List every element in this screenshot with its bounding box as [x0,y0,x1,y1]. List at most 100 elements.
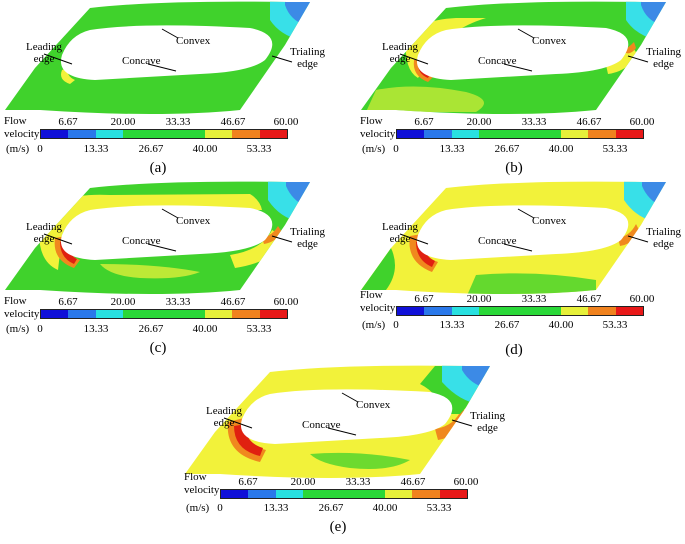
colorbar-segment [95,130,123,138]
legend-tick-bottom: 26.67 [138,323,164,335]
legend-tick-bottom: 26.67 [494,143,520,155]
concave-label: Concave [302,419,341,431]
colorbar-segment [588,307,616,315]
colorbar-segment [204,130,233,138]
panel-caption: (d) [505,342,523,358]
legend-tick-top: 33.33 [165,116,191,128]
legend-tick-top: 60.00 [273,116,299,128]
colorbar-segment [533,307,561,315]
colorbar-segment [68,310,96,318]
legend-tick-top: 20.00 [290,476,316,488]
colorbar-segment [424,307,452,315]
legend-colorbar [396,129,644,139]
legend-tick-top: 6.67 [238,476,258,488]
legend-tick-bottom: 53.33 [246,323,272,335]
concave-label: Concave [478,235,517,247]
legend-tick-bottom: 0 [393,143,399,155]
legend-tick-bottom: 53.33 [426,502,452,514]
colorbar-segment [41,310,69,318]
legend-tick-top: 20.00 [466,116,492,128]
legend-tick-bottom: 40.00 [192,143,218,155]
legend-tick-top: 33.33 [521,116,547,128]
convex-label: Convex [532,35,567,47]
legend-tick-top: 6.67 [414,293,434,305]
trailing-edge-label: Trialing edge [290,226,326,250]
colorbar-segment [122,130,151,138]
colorbar-segment [357,490,385,498]
panel-caption: (c) [149,340,167,356]
panel-d: Leading edge Convex Concave Trialing edge … [356,180,681,360]
colorbar-segment [302,490,331,498]
leading-edge-label: Leading edge [26,41,63,65]
concave-label: Concave [478,55,517,67]
panel-caption: (b) [505,160,523,176]
legend-tick-bottom: 13.33 [263,502,289,514]
flow-contour-c [5,181,310,294]
colorbar-segment [384,490,413,498]
legend-title: Flow velocity [4,115,40,140]
legend-tick-top: 60.00 [629,293,655,305]
flow-contour-b [361,1,666,115]
legend-units: (m/s) [186,502,210,514]
trailing-edge-label: Trialing edge [646,46,682,70]
colorbar-segment [560,130,589,138]
legend-tick-top: 46.67 [400,476,426,488]
legend-tick-top: 46.67 [220,296,246,308]
colorbar-segment [221,490,249,498]
legend-tick-top: 6.67 [58,116,78,128]
legend-colorbar [40,129,288,139]
leading-edge-label: Leading edge [206,405,243,429]
colorbar-segment [412,490,440,498]
colorbar-segment [248,490,276,498]
legend-tick-bottom: 13.33 [439,319,465,331]
colorbar-segment [506,307,534,315]
legend-tick-bottom: 0 [217,502,223,514]
legend-tick-bottom: 40.00 [372,502,398,514]
trailing-edge-label: Trialing edge [290,46,326,70]
legend-colorbar [40,309,288,319]
colorbar-segment [330,490,358,498]
flow-contour-e [185,365,490,478]
colorbar-segment [533,130,561,138]
legend-tick-bottom: 53.33 [602,319,628,331]
legend-tick-top: 46.67 [576,116,602,128]
legend-units: (m/s) [362,143,386,155]
legend-tick-bottom: 26.67 [494,319,520,331]
legend-tick-top: 33.33 [521,293,547,305]
colorbar-segment [397,130,425,138]
legend-title: Flow velocity [4,295,40,320]
legend-tick-top: 60.00 [629,116,655,128]
legend-tick-top: 6.67 [414,116,434,128]
colorbar-segment [560,307,589,315]
colorbar-segment [150,130,178,138]
panel-a: Leading edge Convex Concave Trialing edge … [0,0,325,180]
legend-units: (m/s) [6,143,30,155]
colorbar-segment [506,130,534,138]
colorbar-segment [68,130,96,138]
legend-tick-top: 33.33 [165,296,191,308]
convex-label: Convex [356,399,391,411]
flow-contour-d [361,181,666,295]
convex-label: Convex [176,35,211,47]
legend-tick-bottom: 13.33 [439,143,465,155]
legend-tick-bottom: 13.33 [83,323,109,335]
colorbar-segment [478,307,507,315]
convex-label: Convex [176,215,211,227]
colorbar-segment [615,130,643,138]
colorbar-segment [177,310,205,318]
panel-caption: (e) [329,519,347,535]
legend-units: (m/s) [6,323,30,335]
panel-c: Leading edge Convex Concave Trialing edge … [0,180,325,360]
colorbar-segment [259,310,287,318]
colorbar-segment [397,307,425,315]
colorbar-segment [275,490,303,498]
legend-tick-bottom: 53.33 [602,143,628,155]
trailing-edge-label: Trialing edge [646,226,682,250]
panel-caption: (a) [149,160,167,176]
colorbar-segment [95,310,123,318]
colorbar-segment [177,130,205,138]
colorbar-segment [451,307,479,315]
convex-label: Convex [532,215,567,227]
concave-label: Concave [122,235,161,247]
flow-contour-a [5,1,310,115]
